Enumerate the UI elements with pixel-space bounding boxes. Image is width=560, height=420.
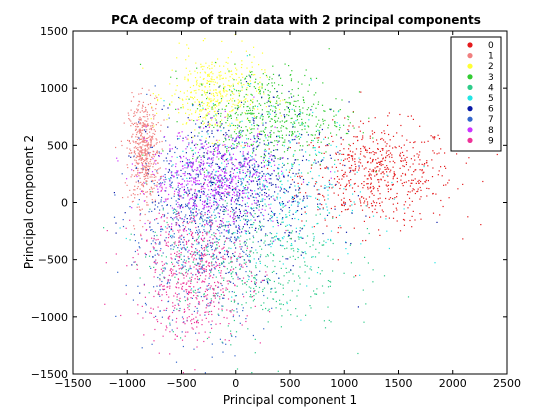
legend-label-1: 1 <box>488 52 494 62</box>
x-tick-label: −1500 <box>54 377 91 390</box>
y-tick-label: −1000 <box>31 311 68 324</box>
legend-label-0: 0 <box>488 41 494 51</box>
x-tick-label: 0 <box>232 377 239 390</box>
y-axis-ticks: −1500 −1000 −500 0 500 1000 1500 <box>31 25 507 381</box>
legend-label-2: 2 <box>488 62 494 72</box>
plot-frame <box>72 30 508 375</box>
legend-marker-2 <box>467 63 473 69</box>
y-tick-label: 0 <box>61 197 68 210</box>
x-axis-label: Principal component 1 <box>223 393 357 407</box>
x-tick-label: −500 <box>166 377 196 390</box>
x-axis-ticks: −1500 −1000 −500 0 500 1000 1500 2000 2500 <box>54 31 521 390</box>
x-tick-label: −1000 <box>109 377 146 390</box>
y-tick-label: 500 <box>47 139 68 152</box>
legend-label-5: 5 <box>488 94 494 104</box>
legend-marker-5 <box>467 95 473 101</box>
series-8-points <box>116 96 332 266</box>
series-9-points <box>104 182 287 374</box>
legend-label-9: 9 <box>488 136 494 146</box>
y-axis-label: Principal component 2 <box>22 135 36 269</box>
legend-label-4: 4 <box>488 83 494 93</box>
legend-label-6: 6 <box>488 105 494 115</box>
y-tick-label: 1000 <box>40 82 68 95</box>
series-0-points <box>244 91 498 277</box>
legend-marker-7 <box>467 116 473 122</box>
legend-marker-8 <box>467 127 473 133</box>
x-tick-label: 500 <box>280 377 301 390</box>
x-tick-label: 2000 <box>439 377 467 390</box>
scatter-points <box>103 34 498 374</box>
series-4-points <box>103 128 410 374</box>
y-tick-label: 1500 <box>40 25 68 38</box>
legend-label-7: 7 <box>488 115 494 125</box>
series-1-points <box>115 87 165 235</box>
x-tick-label: 1000 <box>330 377 358 390</box>
x-tick-label: 1500 <box>385 377 413 390</box>
legend-marker-3 <box>467 74 473 80</box>
legend-marker-1 <box>467 53 473 59</box>
legend-label-8: 8 <box>488 126 494 136</box>
series-2-points <box>142 34 287 147</box>
legend-marker-4 <box>467 84 473 90</box>
y-tick-label: −1500 <box>31 368 68 381</box>
legend-box <box>450 36 502 152</box>
legend-marker-9 <box>467 137 473 143</box>
x-tick-label: 2500 <box>493 377 521 390</box>
y-tick-label: −500 <box>38 254 68 267</box>
series-5-points <box>119 55 436 321</box>
legend-label-3: 3 <box>488 73 494 83</box>
legend-marker-6 <box>467 106 473 112</box>
legend-marker-0 <box>467 42 473 48</box>
chart-title: PCA decomp of train data with 2 principa… <box>111 13 481 27</box>
series-3-points <box>139 48 377 194</box>
